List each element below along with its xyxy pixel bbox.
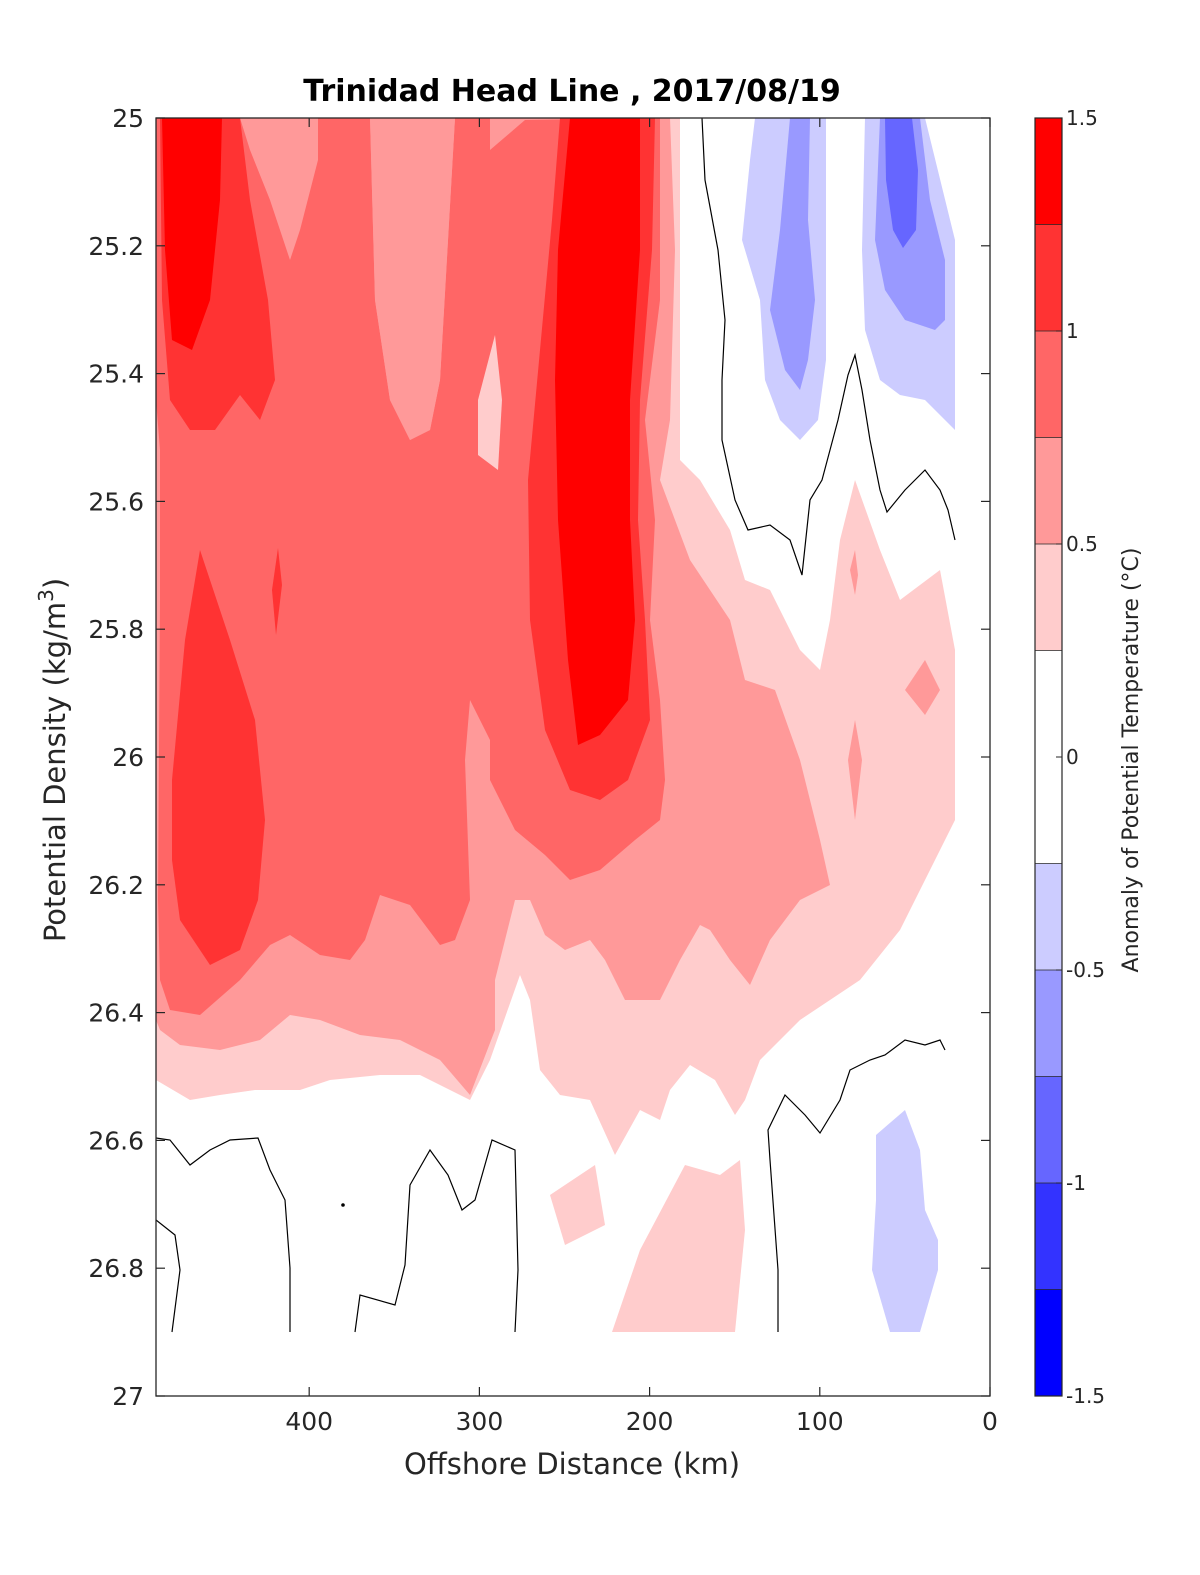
y-tick-label: 26 [112, 743, 144, 772]
contour-fill-neg0.5-a [770, 118, 815, 390]
y-tick-label: 25.4 [88, 360, 144, 389]
colorbar-tick-label: 1.5 [1066, 106, 1098, 130]
contour-fill-0.5-d [850, 550, 858, 595]
y-tick-label: 26.8 [88, 1254, 144, 1283]
colorbar-tick-label: 1 [1066, 319, 1079, 343]
zero-contour-4 [354, 1139, 519, 1333]
colorbar-swatch [1035, 118, 1062, 225]
colorbar-tick-label: -0.5 [1066, 958, 1105, 982]
x-ticks: 400 300 200 100 0 [285, 118, 998, 1436]
y-tick-label: 25 [112, 104, 144, 133]
zero-contour-3 [156, 1219, 181, 1333]
contour-fill-neg0.25-c [872, 1110, 938, 1332]
y-tick-label: 25.6 [88, 487, 144, 516]
contour-hole-0.5-c [478, 335, 502, 470]
colorbar-swatch [1035, 863, 1062, 970]
colorbar-swatch [1035, 437, 1062, 544]
contour-hole-0.5-b [370, 118, 455, 440]
y-tick-label: 26.6 [88, 1126, 144, 1155]
colorbar-swatch [1035, 970, 1062, 1077]
zero-contours [156, 118, 956, 1333]
contour-fill-neg0.75-b [885, 118, 918, 248]
colorbar-swatch [1035, 1076, 1062, 1183]
x-axis-label: Offshore Distance (km) [404, 1447, 740, 1481]
colorbar-swatch [1035, 1289, 1062, 1396]
contour-fill-0.25-b [550, 1165, 605, 1245]
y-tick-label: 26.2 [88, 871, 144, 900]
y-tick-label: 25.8 [88, 615, 144, 644]
zero-contour-2 [156, 1137, 291, 1332]
colorbar-tick-label: 0.5 [1066, 532, 1098, 556]
zero-contour-1 [701, 118, 956, 576]
x-tick-label: 400 [285, 1407, 333, 1436]
zero-contour-dot [341, 1203, 345, 1207]
chart-title: Trinidad Head Line , 2017/08/19 [303, 74, 840, 109]
contour-fill-0.5-b [905, 660, 940, 715]
y-tick-label: 25.2 [88, 232, 144, 261]
y-tick-label: 27 [112, 1382, 144, 1411]
contour-fill-1.25-mid [555, 118, 640, 745]
colorbar-swatch [1035, 1183, 1062, 1290]
x-tick-label: 300 [456, 1407, 504, 1436]
x-tick-label: 0 [982, 1407, 998, 1436]
colorbar-tick-label: -1.5 [1066, 1384, 1105, 1408]
colorbar-tick-label: 0 [1066, 745, 1079, 769]
x-tick-label: 100 [796, 1407, 844, 1436]
colorbar-swatch [1035, 224, 1062, 331]
colorbar: 1.5 1 0.5 0 -0.5 -1 -1.5 [1034, 106, 1105, 1408]
colorbar-tick-label: -1 [1066, 1171, 1086, 1195]
contour-fill-1.25-left [162, 118, 222, 350]
contour-hole-0.5-a [240, 118, 318, 260]
x-tick-label: 200 [626, 1407, 674, 1436]
contour-fill-0.75 [156, 118, 665, 1015]
contour-fill-1.0-thin [272, 548, 282, 635]
y-axis-label: Potential Density (kg/m3) [34, 578, 72, 942]
colorbar-swatch [1035, 331, 1062, 438]
contour-fill-0.5-c [848, 720, 862, 820]
zero-contour-5 [767, 1039, 946, 1332]
colorbar-swatch [1035, 544, 1062, 651]
y-ticks: 25 25.2 25.4 25.6 25.8 26 26.2 26.4 26.6 26.8 27 [88, 104, 990, 1411]
contour-fill-0.25-c [612, 1160, 745, 1332]
contour-fill-1.0-leftmid [172, 550, 265, 965]
colorbar-label: Anomaly of Potential Temperature (°C) [1119, 548, 1144, 973]
y-tick-label: 26.4 [88, 999, 144, 1028]
plot-area: 400 300 200 100 0 25 25.2 25.4 25.6 25.8 26 26.2 26… [88, 104, 998, 1436]
contour-fills [156, 118, 955, 1332]
